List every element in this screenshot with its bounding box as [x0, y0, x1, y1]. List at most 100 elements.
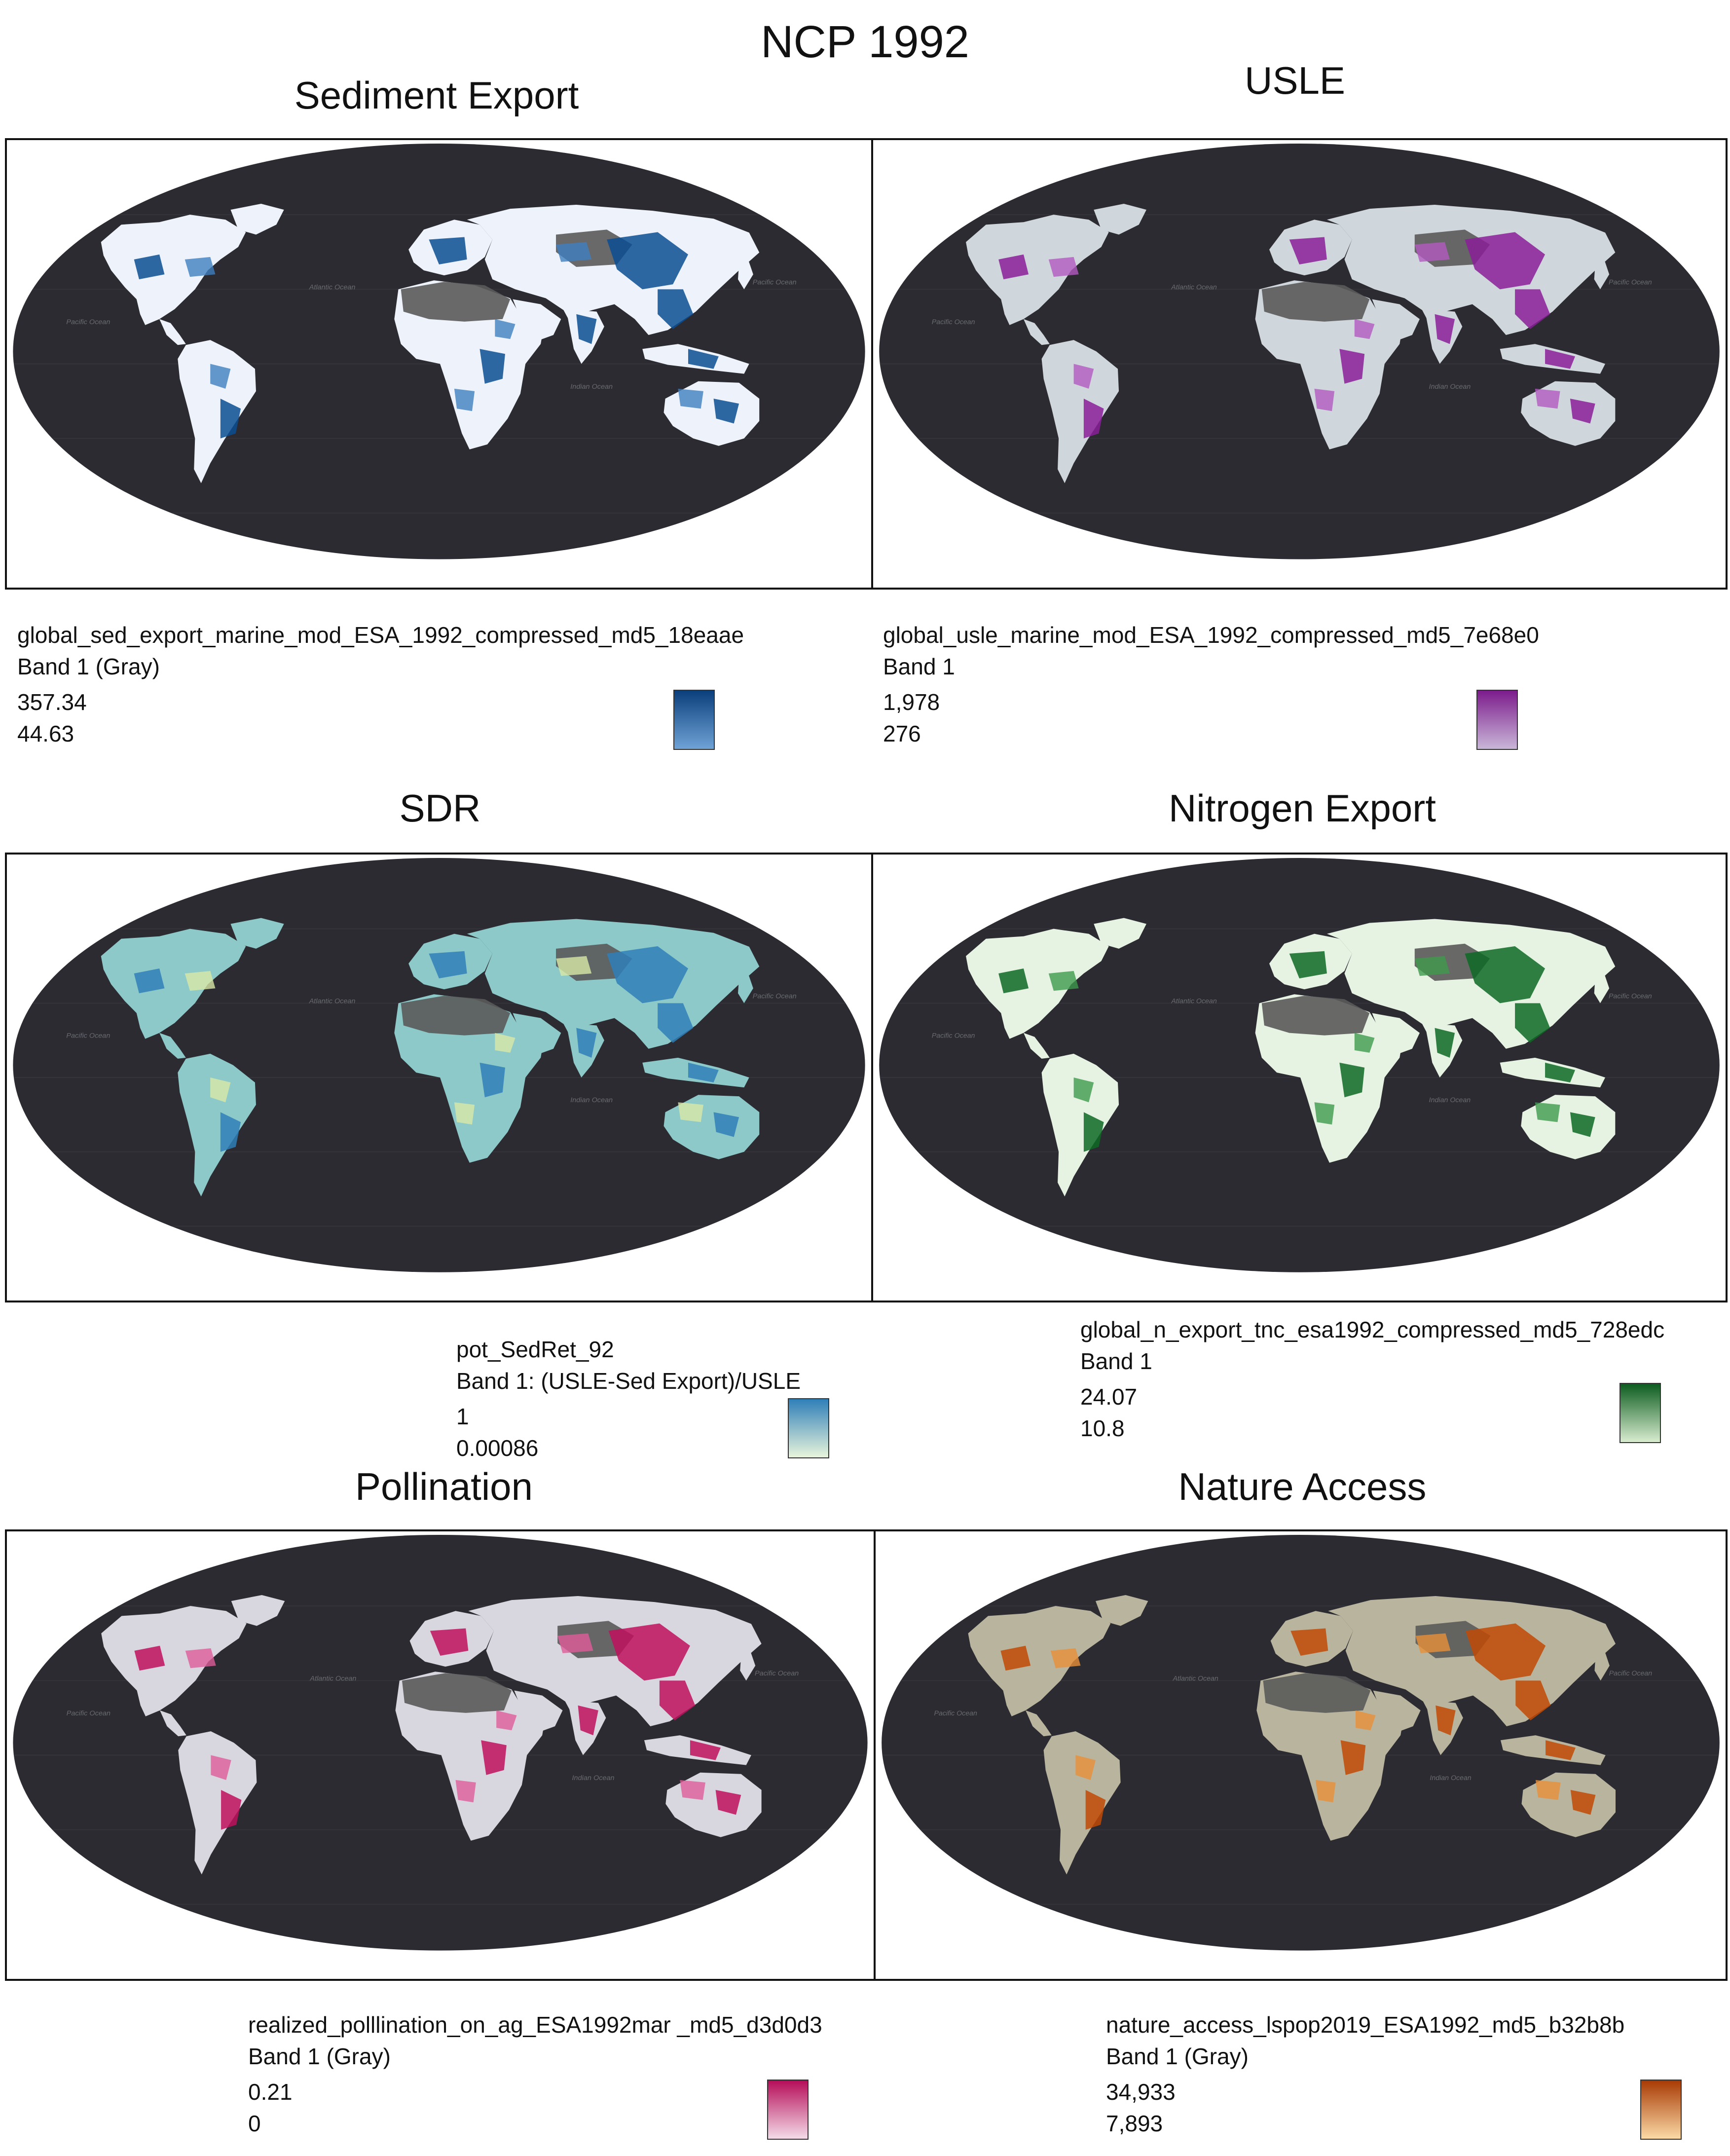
map-frame-sdr: Atlantic Ocean Pacific Ocean Pacific Ocean… [5, 853, 873, 1302]
value-region-high [1515, 1003, 1550, 1043]
value-region-high [998, 254, 1029, 280]
map-frame-pollination: Atlantic Ocean Pacific Ocean Pacific Ocean… [5, 1529, 876, 1981]
ocean-label-pacific_east: Pacific Ocean [66, 318, 110, 326]
ocean-label-pacific_west: Pacific Ocean [1609, 1669, 1653, 1677]
ocean-label-indian: Indian Ocean [1429, 383, 1471, 391]
ocean-label-pacific_east: Pacific Ocean [932, 318, 975, 326]
value-region-medium [210, 1078, 231, 1103]
legend-min: 44.63 [17, 721, 74, 746]
map-content [13, 203, 865, 514]
legend-min: 0.00086 [456, 1435, 539, 1461]
value-region-high [1435, 1028, 1455, 1058]
legend-layer-name: global_usle_marine_mod_ESA_1992_compress… [883, 622, 1539, 648]
world-map: Atlantic Ocean Pacific Ocean Pacific Ocean… [879, 144, 1720, 559]
value-region-high [429, 951, 467, 979]
value-region-medium [185, 1648, 216, 1669]
value-region-high [134, 1645, 165, 1671]
value-region-medium [556, 956, 592, 976]
value-region-high [1465, 1623, 1546, 1681]
value-region-high [1290, 1628, 1328, 1656]
value-region-medium [1050, 1648, 1081, 1669]
land-northAmerica [968, 1606, 1111, 1716]
land-greenland [1094, 918, 1146, 949]
no-data-region [1263, 1673, 1371, 1713]
land-arabia [1372, 1013, 1420, 1055]
value-region-high [1465, 232, 1546, 290]
ocean-label-atlantic: Atlantic Ocean [1173, 1674, 1218, 1682]
land-centralAmerica [1026, 1710, 1052, 1737]
land-japan [737, 973, 753, 1004]
value-region-high [715, 1790, 741, 1815]
ocean-label-indian: Indian Ocean [570, 383, 613, 391]
value-region-high [1339, 1062, 1365, 1098]
value-region-high [1083, 399, 1104, 439]
value-region-medium [1535, 1102, 1560, 1122]
legend-layer-name: nature_access_lspop2019_ESA1992_md5_b32b… [1106, 2012, 1625, 2038]
land-northAmerica [101, 929, 246, 1039]
land-greenland [1094, 203, 1146, 235]
legend-pollination: realized_polllination_on_ag_ESA1992mar _… [248, 2009, 822, 2139]
legend-nature-access: nature_access_lspop2019_ESA1992_md5_b32b… [1106, 2009, 1624, 2139]
value-region-high [1083, 1112, 1104, 1152]
land-southAmerica [178, 1053, 256, 1197]
value-region-high [220, 1112, 241, 1152]
ocean-label-indian: Indian Ocean [1430, 1774, 1471, 1782]
land-greenland [230, 918, 284, 949]
value-region-high [1570, 399, 1595, 424]
value-region-high [1000, 1645, 1031, 1671]
value-region-medium [678, 1102, 703, 1122]
value-region-high [1340, 1740, 1366, 1775]
legend-band: Band 1: (USLE-Sed Export)/USLE [456, 1368, 801, 1394]
value-region-high [479, 349, 505, 384]
map-content [13, 918, 865, 1227]
value-region-medium [1535, 1780, 1561, 1800]
value-region-high [607, 232, 688, 290]
ocean-label-pacific_east: Pacific Ocean [66, 1032, 110, 1040]
ocean-label-pacific_east: Pacific Ocean [934, 1709, 977, 1717]
value-region-medium [184, 971, 216, 991]
value-region-high [220, 399, 241, 439]
land-centralAmerica [159, 1033, 186, 1059]
legend-usle: global_usle_marine_mod_ESA_1992_compress… [883, 619, 1539, 749]
land-northAmerica [966, 215, 1109, 325]
value-region-high [1436, 1705, 1456, 1736]
value-region-medium [454, 1102, 475, 1125]
land-arabia [514, 1690, 563, 1733]
legend-color-ramp [1620, 1383, 1661, 1443]
world-map: Atlantic Ocean Pacific Ocean Pacific Ocean… [13, 858, 865, 1272]
value-region-high [221, 1790, 242, 1830]
value-region-medium [210, 364, 231, 389]
value-region-medium [1073, 364, 1094, 389]
value-region-medium [678, 388, 703, 409]
no-data-region [402, 1673, 512, 1713]
legend-max: 1,978 [883, 689, 940, 715]
value-region-medium [211, 1755, 231, 1780]
land-japan [1594, 1650, 1610, 1681]
value-region-high [481, 1740, 507, 1775]
map-frame-nature-access: Atlantic Ocean Pacific Ocean Pacific Ocean… [874, 1529, 1728, 1981]
ocean-label-atlantic: Atlantic Ocean [309, 1674, 356, 1682]
value-region-high [1515, 289, 1550, 329]
legend-color-ramp [673, 690, 715, 750]
ocean-label-indian: Indian Ocean [1429, 1096, 1471, 1104]
ocean-label-pacific_west: Pacific Ocean [753, 278, 797, 286]
legend-band: Band 1 (Gray) [248, 2044, 391, 2069]
value-region-high [659, 1680, 696, 1720]
value-region-high [1546, 1740, 1576, 1760]
world-map: Atlantic Ocean Pacific Ocean Pacific Ocean… [13, 1535, 868, 1951]
legend-band: Band 1 [883, 654, 955, 679]
value-region-medium [1354, 319, 1375, 339]
legend-max: 24.07 [1080, 1384, 1138, 1410]
value-region-high [608, 1623, 690, 1681]
value-region-medium [1314, 1102, 1335, 1125]
legend-min: 0 [248, 2111, 261, 2136]
value-region-high [1289, 237, 1327, 264]
value-region-high [1435, 314, 1455, 344]
value-region-medium [454, 388, 475, 411]
value-region-high [1570, 1112, 1595, 1137]
value-region-high [998, 968, 1029, 994]
ocean-label-pacific_west: Pacific Ocean [1609, 278, 1652, 286]
legend-sediment-export: global_sed_export_marine_mod_ESA_1992_co… [17, 619, 744, 749]
land-southAmerica [1043, 1731, 1121, 1875]
legend-max: 1 [456, 1404, 469, 1429]
